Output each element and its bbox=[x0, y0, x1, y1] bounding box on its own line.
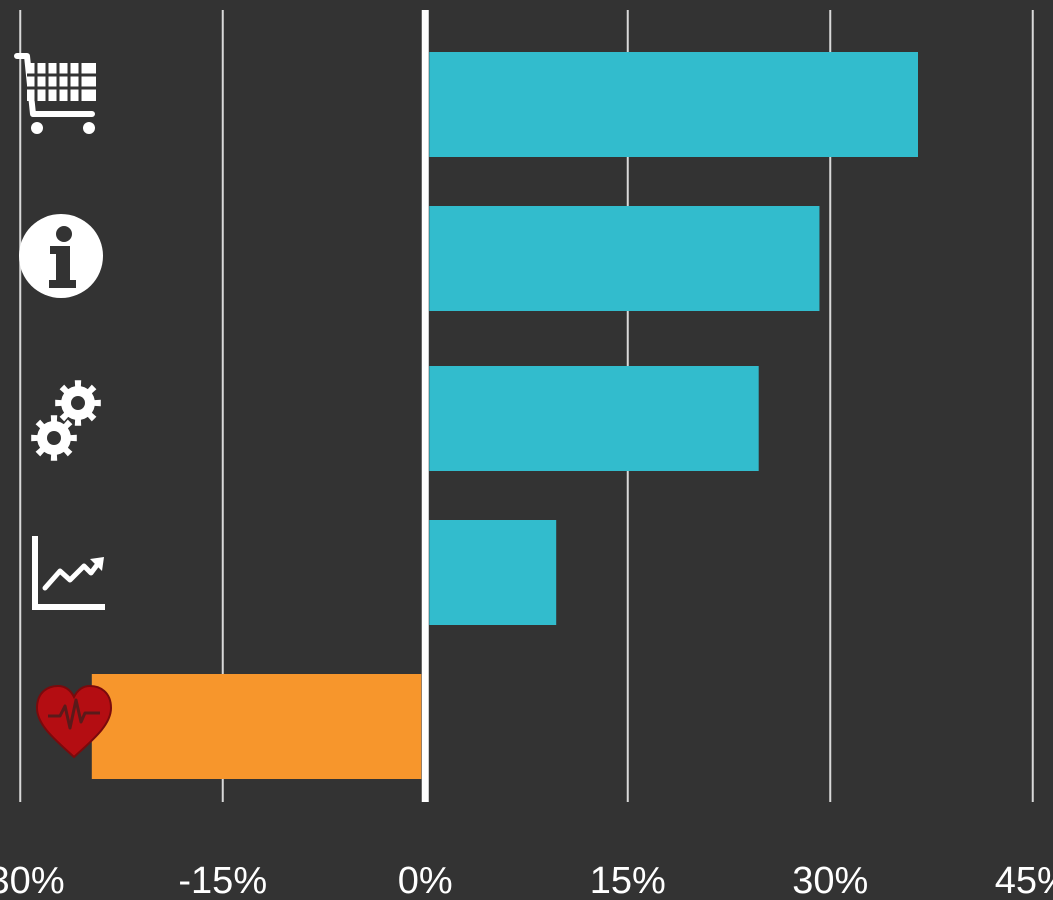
trend-chart-icon bbox=[32, 536, 105, 610]
x-tick-label: 0% bbox=[398, 860, 453, 900]
bar-gears bbox=[429, 366, 759, 471]
bar-trend-chart bbox=[429, 520, 557, 625]
x-tick-label: -30% bbox=[0, 860, 65, 900]
info-icon bbox=[19, 214, 103, 298]
gears-icon bbox=[31, 380, 101, 461]
cart-icon bbox=[14, 53, 96, 134]
bar-cart bbox=[429, 52, 918, 157]
x-tick-label: 45% bbox=[995, 860, 1053, 900]
x-axis-tick-labels: -30% -15% 0% 15% 30% 45% bbox=[0, 860, 1053, 900]
bar-heart-pulse bbox=[91, 674, 422, 779]
heart-pulse-icon bbox=[35, 684, 113, 759]
bars bbox=[91, 52, 918, 779]
x-tick-label: 15% bbox=[590, 860, 666, 900]
bar-info bbox=[429, 206, 820, 311]
x-tick-label: -15% bbox=[178, 860, 267, 900]
x-tick-label: 30% bbox=[792, 860, 868, 900]
